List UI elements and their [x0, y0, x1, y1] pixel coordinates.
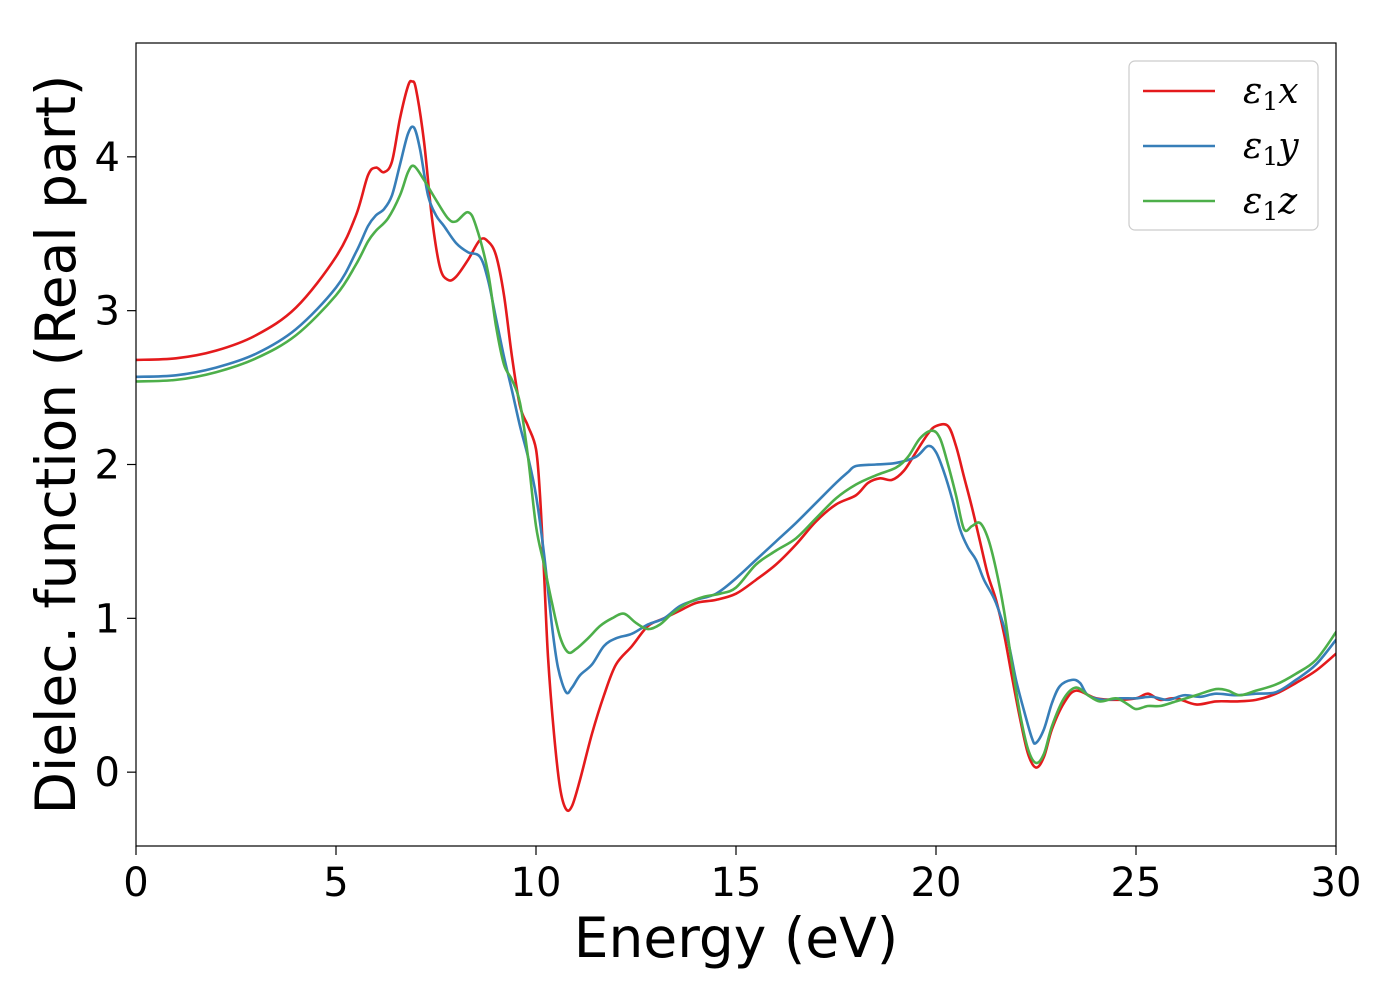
y-axis-title: Dielec. function (Real part) [24, 75, 88, 815]
x-tick-label: 30 [1311, 860, 1362, 906]
x-axis-ticks: 0 5 10 15 20 25 30 [123, 846, 1361, 906]
x-axis-title: Energy (eV) [574, 906, 898, 970]
y-tick-label: 3 [95, 289, 120, 335]
y-tick-label: 4 [95, 135, 120, 181]
x-tick-label: 5 [323, 860, 348, 906]
legend-label: ε1z [1243, 181, 1298, 226]
legend-box [1128, 60, 1319, 231]
plot-area [135, 42, 1337, 847]
x-tick-label: 25 [1111, 860, 1162, 906]
y-axis-ticks: 0 1 2 3 4 [95, 135, 136, 796]
series-line-eps1z [136, 164, 1336, 765]
x-tick-label: 10 [511, 860, 562, 906]
y-tick-label: 2 [95, 442, 120, 488]
legend-label: ε1y [1243, 126, 1299, 171]
y-tick-label: 0 [95, 750, 120, 796]
series-line-eps1y [136, 125, 1336, 745]
x-tick-label: 20 [911, 860, 962, 906]
x-tick-label: 0 [123, 860, 148, 906]
x-tick-label: 15 [711, 860, 762, 906]
legend: ε1x ε1y ε1z [1128, 60, 1319, 231]
legend-label: ε1x [1243, 71, 1299, 116]
series-line-eps1x [136, 79, 1336, 813]
y-tick-label: 1 [95, 596, 120, 642]
series-layer [136, 79, 1336, 813]
